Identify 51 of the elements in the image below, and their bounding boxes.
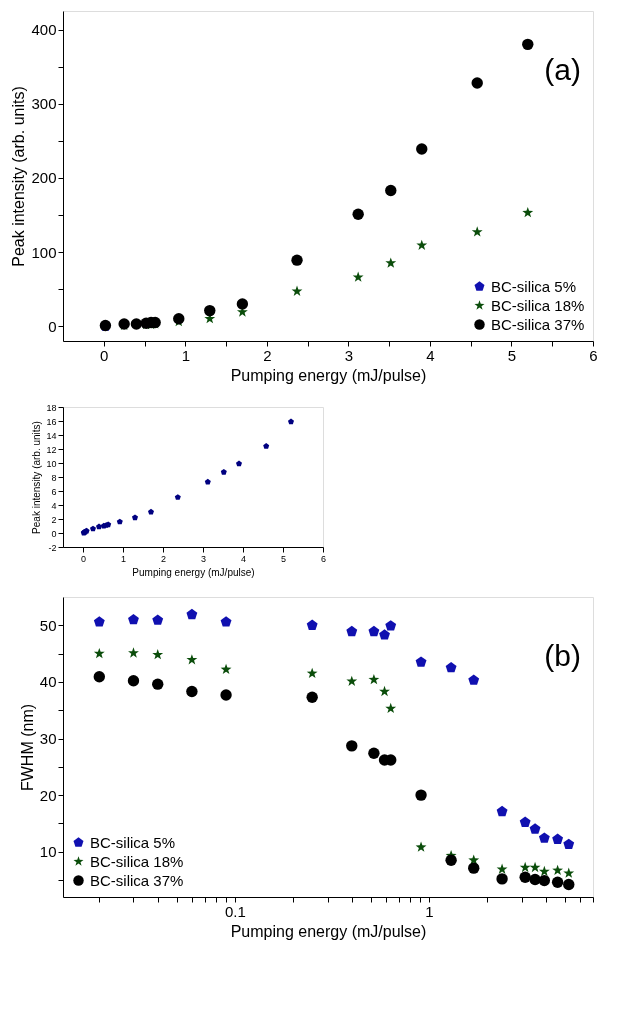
legend-label: BC-silica 5% (491, 277, 577, 295)
y-axis-title: FWHM (nm) (18, 703, 36, 792)
y-tick-label: 0 (48, 317, 57, 335)
x-tick-label: 2 (263, 346, 272, 364)
legend-label: BC-silica 18% (90, 852, 184, 870)
y-tick-label: 16 (46, 416, 57, 427)
y-tick-label: 18 (46, 402, 57, 413)
y-tick-label: 4 (51, 500, 57, 511)
y-tick-label: 14 (46, 430, 57, 441)
y-tick-label: 100 (31, 243, 57, 261)
legend-label: BC-silica 37% (90, 871, 184, 889)
x-axis-title: Pumping energy (mJ/pulse) (230, 366, 427, 384)
x-tick-label: 5 (507, 346, 517, 364)
x-tick-label: 3 (200, 553, 207, 564)
x-tick-label: 1 (425, 902, 434, 920)
x-tick-label: 1 (181, 346, 190, 364)
legend-label: BC-silica 5% (90, 833, 176, 851)
legend-label: BC-silica 18% (491, 296, 585, 314)
legend-label: BC-silica 37% (491, 315, 585, 333)
x-tick-label: 1 (120, 553, 127, 564)
y-tick-label: 400 (31, 21, 57, 39)
y-tick-label: 10 (39, 843, 57, 861)
x-tick-label: 6 (320, 553, 327, 564)
y-tick-label: 300 (31, 95, 57, 113)
y-tick-label: 0 (51, 528, 57, 539)
y-tick-label: -2 (48, 542, 57, 553)
y-tick-label: 8 (51, 472, 57, 483)
y-axis-title: Peak intensity (arb. units) (31, 421, 43, 534)
x-tick-label: 4 (240, 553, 247, 564)
y-tick-label: 50 (39, 616, 57, 634)
x-tick-label: 4 (426, 346, 435, 364)
y-tick-label: 10 (46, 458, 57, 469)
y-tick-label: 6 (51, 486, 57, 497)
x-tick-label: 0 (80, 553, 87, 564)
x-axis-title: Pumping energy (mJ/pulse) (230, 922, 427, 940)
y-axis-title: Peak intensity (arb. units) (10, 86, 28, 267)
x-tick-label: 0.1 (225, 902, 246, 920)
annotation: (a) (544, 53, 581, 86)
y-tick-label: 12 (46, 444, 57, 455)
y-tick-label: 200 (31, 169, 57, 187)
x-tick-label: 0 (100, 346, 109, 364)
x-axis-title: Pumping energy (mJ/pulse) (132, 566, 255, 578)
y-tick-label: 40 (39, 673, 57, 691)
x-tick-label: 2 (160, 553, 167, 564)
x-tick-label: 3 (344, 346, 354, 364)
y-tick-label: 2 (51, 514, 57, 525)
y-tick-label: 20 (39, 786, 57, 804)
y-tick-label: 30 (39, 730, 57, 748)
annotation: (b) (544, 639, 581, 672)
x-tick-label: 5 (280, 553, 287, 564)
x-tick-label: 6 (589, 346, 598, 364)
